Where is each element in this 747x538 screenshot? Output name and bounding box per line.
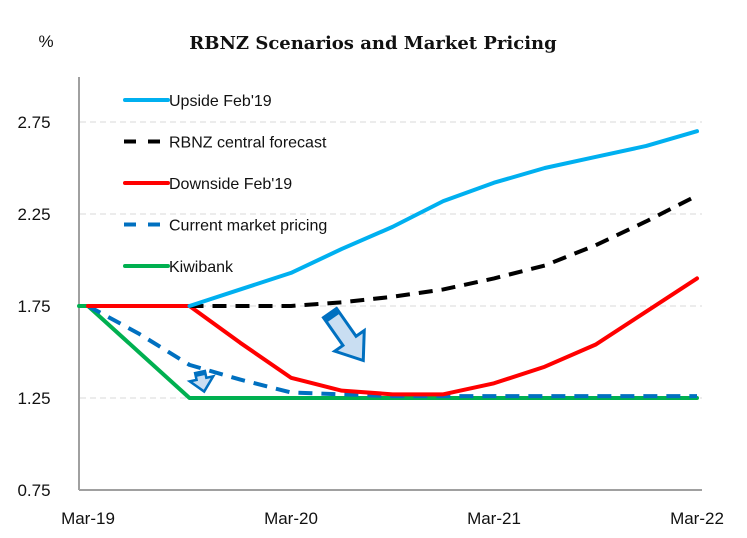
data-point (137, 350, 141, 354)
data-point (594, 243, 598, 247)
data-point (695, 129, 699, 133)
legend-label: Downside Feb'19 (169, 176, 292, 193)
data-point (441, 392, 445, 396)
data-point (340, 396, 344, 400)
data-point (644, 394, 648, 398)
y-tick-label: 1.75 (17, 297, 50, 316)
data-point (340, 300, 344, 304)
legend-label: Kiwibank (169, 259, 234, 276)
data-point (238, 396, 242, 400)
legend-label: Upside Feb'19 (169, 93, 272, 110)
data-point (289, 271, 293, 275)
legend-label: Current market pricing (169, 218, 327, 235)
data-point (289, 376, 293, 380)
data-point (137, 304, 141, 308)
x-tick-label: Mar-19 (61, 509, 115, 528)
series-line-current-market-pricing (87, 304, 697, 399)
y-tick-label: 2.25 (17, 205, 50, 224)
legend-item: Kiwibank (123, 259, 234, 276)
data-point (695, 394, 699, 398)
x-tick-labels: Mar-19 Mar-20 Mar-21 Mar-22 (61, 509, 724, 528)
data-point (391, 225, 395, 229)
data-point (594, 343, 598, 347)
data-point (695, 194, 699, 198)
data-point (594, 155, 598, 159)
data-point (441, 199, 445, 203)
data-point (492, 276, 496, 280)
data-point (391, 392, 395, 396)
data-point (238, 341, 242, 345)
data-point (238, 378, 242, 382)
y-tick-label: 0.75 (17, 481, 50, 500)
legend-item: Upside Feb'19 (123, 93, 272, 110)
data-point (492, 181, 496, 185)
data-point (340, 247, 344, 251)
y-tick-label: 1.25 (17, 389, 50, 408)
series-line-rbnz-central-forecast (189, 193, 698, 308)
series-lines (77, 129, 699, 400)
y-tick-label: 2.75 (17, 113, 50, 132)
data-point (543, 394, 547, 398)
data-point (86, 304, 90, 308)
legend-item: RBNZ central forecast (124, 135, 327, 152)
data-point (391, 295, 395, 299)
data-point (594, 394, 598, 398)
legend-item: Downside Feb'19 (123, 176, 292, 193)
data-point (543, 166, 547, 170)
data-point (137, 332, 141, 336)
large-down-arrow-icon (321, 306, 366, 363)
data-point (441, 287, 445, 291)
data-point (289, 390, 293, 394)
small-down-arrow-icon (186, 369, 216, 394)
x-tick-label: Mar-20 (264, 509, 318, 528)
data-point (289, 304, 293, 308)
data-point (238, 304, 242, 308)
data-point (644, 310, 648, 314)
data-point (644, 144, 648, 148)
legend-item: Current market pricing (124, 218, 327, 235)
data-point (695, 276, 699, 280)
series-line-upside-feb-19 (187, 129, 699, 308)
data-point (543, 264, 547, 268)
x-tick-label: Mar-21 (467, 509, 521, 528)
x-tick-label: Mar-22 (670, 509, 724, 528)
data-point (188, 396, 192, 400)
legend-label: RBNZ central forecast (169, 135, 327, 152)
data-point (238, 287, 242, 291)
data-point (340, 389, 344, 393)
data-point (188, 304, 192, 308)
chart-title: RBNZ Scenarios and Market Pricing (189, 33, 557, 54)
data-point (289, 396, 293, 400)
y-tick-labels: 0.75 1.25 1.75 2.25 2.75 (17, 113, 50, 500)
data-point (644, 219, 648, 223)
y-unit-label: % (38, 32, 53, 51)
legend: Upside Feb'19 RBNZ central forecast Downsi… (123, 93, 327, 276)
data-point (340, 392, 344, 396)
data-point (543, 365, 547, 369)
data-point (492, 394, 496, 398)
data-point (492, 381, 496, 385)
data-point (188, 363, 192, 367)
